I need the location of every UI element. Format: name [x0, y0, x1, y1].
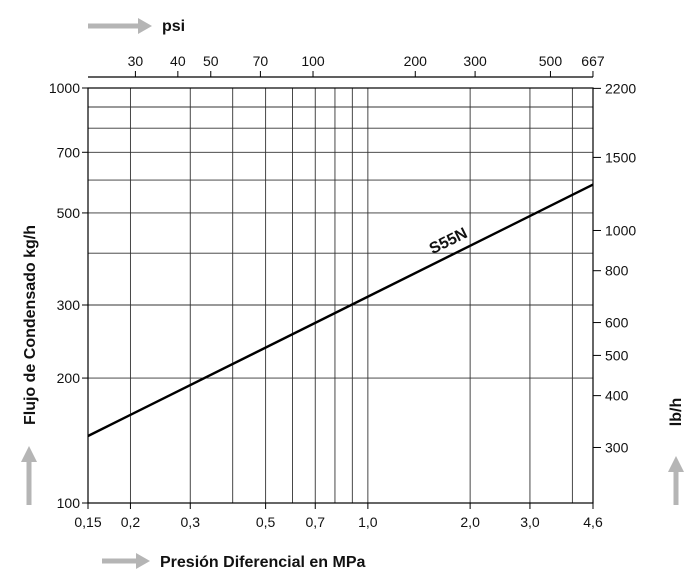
y2-tick-label: 500 — [605, 347, 629, 363]
series-line-s55n — [87, 183, 594, 438]
x-tick-label: 2,0 — [460, 514, 480, 530]
x2-tick-label: 200 — [404, 53, 428, 69]
y2-tick-label: 2200 — [605, 80, 636, 96]
y-tick-label: 700 — [57, 144, 81, 160]
x2-tick-label: 300 — [463, 53, 487, 69]
y2-tick-label: 1000 — [605, 222, 636, 238]
grid-lines — [87, 87, 594, 504]
x2-tick-label: 100 — [301, 53, 325, 69]
x2-tick-label: 50 — [203, 53, 219, 69]
x-arrow-icon — [102, 553, 150, 569]
x-tick-label: 3,0 — [520, 514, 540, 530]
plot-frame — [87, 87, 594, 504]
tick-marks — [82, 71, 601, 509]
x-tick-label: 0,15 — [74, 514, 101, 530]
y-tick-label: 300 — [57, 297, 81, 313]
x2-axis-title: psi — [162, 18, 185, 35]
x2-tick-label: 30 — [128, 53, 144, 69]
y2-tick-label: 300 — [605, 439, 629, 455]
x2-arrow-icon — [88, 18, 152, 34]
x-tick-label: 1,0 — [358, 514, 378, 530]
y2-tick-label: 800 — [605, 263, 629, 279]
x-tick-label: 0,5 — [256, 514, 276, 530]
y2-tick-label: 600 — [605, 315, 629, 331]
x-axis-title: Presión Diferencial en MPa — [160, 554, 366, 571]
x-tick-label: 0,3 — [181, 514, 201, 530]
y2-tick-label: 400 — [605, 388, 629, 404]
x2-tick-label: 500 — [539, 53, 563, 69]
y2-arrow-icon — [668, 456, 684, 505]
x2-tick-label: 667 — [581, 53, 605, 69]
x-tick-label: 0,2 — [121, 514, 141, 530]
x-tick-label: 0,7 — [306, 514, 326, 530]
series-lines — [87, 183, 594, 438]
y-tick-label: 1000 — [49, 80, 80, 96]
y-tick-label: 500 — [57, 205, 81, 221]
x-tick-label: 4,6 — [583, 514, 603, 530]
y-tick-label: 200 — [57, 370, 81, 386]
y-arrow-icon — [21, 446, 37, 505]
y2-tick-label: 1500 — [605, 149, 636, 165]
y2-axis-title: lb/h — [668, 398, 685, 426]
tick-labels: 0,15 0,2 0,3 0,5 0,7 1,0 2,0 3,0 4,6 100 200 300 500… — [49, 53, 637, 530]
x2-tick-label: 40 — [170, 53, 186, 69]
x2-tick-label: 70 — [253, 53, 269, 69]
y-axis-title: Flujo de Condensado kg/h — [22, 225, 39, 425]
y-tick-label: 100 — [57, 495, 81, 511]
